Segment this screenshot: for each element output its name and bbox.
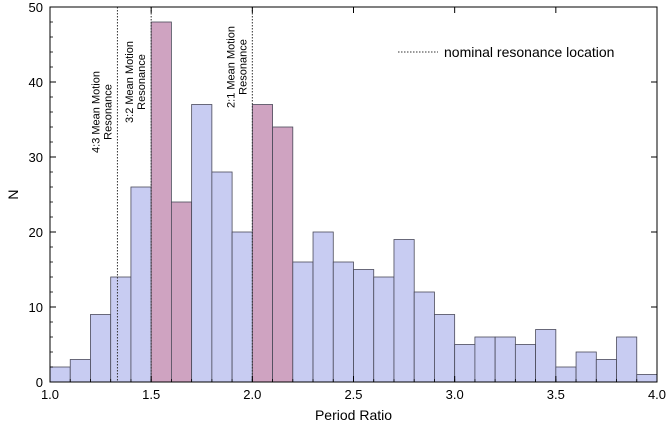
histogram-bar-27 (595, 359, 617, 383)
histogram-bar-23 (514, 344, 536, 383)
x-tick-label-0: 1.0 (41, 387, 59, 402)
x-tick-label-4: 3.0 (446, 387, 464, 402)
resonance-annotation-2: 2:1 Mean Motion Resonance (225, 26, 249, 108)
resonance-annotation-1-line-0: 3:2 Mean Motion (124, 41, 136, 123)
histogram-bar-3 (110, 276, 132, 383)
histogram-bar-16 (373, 276, 395, 383)
histogram-bar-17 (393, 239, 415, 383)
histogram-bar-8 (211, 171, 233, 383)
resonance-annotations: 4:3 Mean Motion Resonance 3:2 Mean Motion R… (90, 26, 249, 153)
resonance-annotation-1-line-1: Resonance (136, 54, 148, 110)
histogram-bar-7 (191, 104, 213, 383)
histogram-bar-15 (353, 269, 375, 383)
histogram-bar-28 (616, 336, 638, 383)
histogram-bar-highlight-10 (251, 104, 273, 383)
histogram-bar-0 (49, 366, 71, 383)
resonance-annotation-1: 3:2 Mean Motion Resonance (124, 41, 148, 123)
histogram-bar-highlight-5 (150, 21, 172, 383)
histogram-bar-2 (90, 314, 112, 383)
resonance-annotation-0-line-0: 4:3 Mean Motion (90, 71, 102, 153)
bars-layer (49, 21, 658, 383)
y-tick-label-0: 0 (36, 375, 43, 390)
histogram-bar-21 (474, 336, 496, 383)
histogram-bar-9 (231, 231, 253, 383)
resonance-annotation-0: 4:3 Mean Motion Resonance (90, 71, 114, 153)
y-tick-label-5: 50 (29, 0, 43, 15)
histogram-bar-29 (636, 374, 658, 383)
histogram-bar-1 (69, 359, 91, 383)
resonance-annotation-0-line-1: Resonance (102, 84, 114, 140)
histogram-bar-highlight-6 (170, 201, 193, 383)
x-tick-label-6: 4.0 (648, 387, 666, 402)
resonance-lines-layer (116, 7, 253, 382)
x-axis-label: Period Ratio (315, 407, 392, 423)
histogram-bar-4 (130, 186, 152, 383)
histogram-bar-22 (494, 336, 516, 383)
ticks-layer: 1.0 1.5 2.0 2.5 3.0 3.5 4.0 0 10 20 30 40 50 (29, 0, 666, 402)
y-axis-label: N (5, 189, 21, 199)
y-tick-label-4: 40 (29, 75, 43, 90)
legend-label: nominal resonance location (444, 44, 614, 60)
x-tick-label-1: 1.5 (142, 387, 160, 402)
y-tick-label-3: 30 (29, 150, 43, 165)
y-tick-label-2: 20 (29, 225, 43, 240)
x-tick-label-3: 2.5 (344, 387, 362, 402)
histogram-bar-13 (312, 231, 334, 383)
histogram-bar-19 (434, 314, 456, 383)
y-tick-label-1: 10 (29, 300, 43, 315)
histogram-bar-highlight-11 (272, 126, 294, 383)
histogram-bar-26 (575, 351, 597, 383)
resonance-annotation-2-line-1: Resonance (237, 39, 249, 95)
histogram-bar-14 (332, 261, 354, 383)
resonance-annotation-2-line-0: 2:1 Mean Motion (225, 26, 237, 108)
histogram-bar-24 (535, 329, 557, 383)
x-tick-label-5: 3.5 (547, 387, 565, 402)
histogram-bar-12 (292, 261, 314, 383)
histogram-bar-20 (454, 344, 476, 383)
histogram-bar-25 (555, 366, 577, 383)
x-tick-label-2: 2.0 (243, 387, 261, 402)
legend: nominal resonance location (398, 44, 614, 60)
histogram-bar-18 (413, 291, 435, 383)
